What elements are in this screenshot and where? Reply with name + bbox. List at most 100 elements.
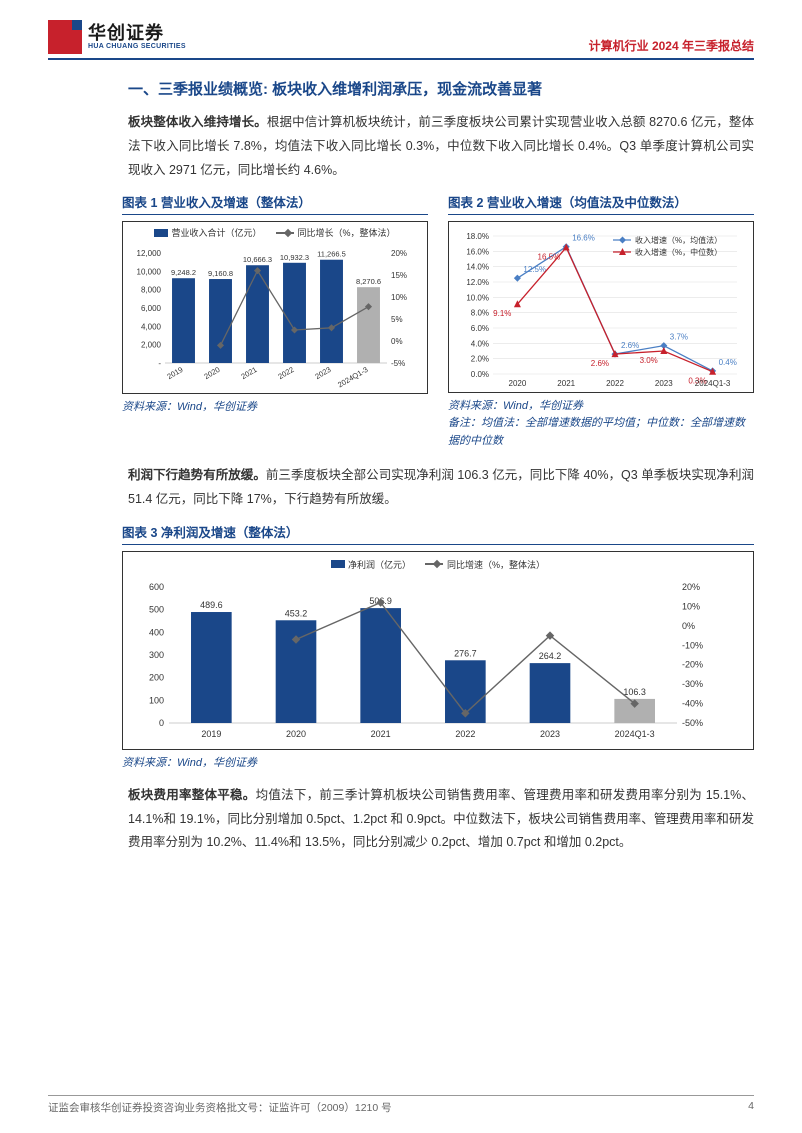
svg-text:12,000: 12,000	[137, 249, 162, 258]
svg-text:2024Q1-3: 2024Q1-3	[695, 379, 731, 388]
svg-text:276.7: 276.7	[454, 648, 477, 658]
logo-cn: 华创证券	[88, 24, 186, 43]
svg-text:4.0%: 4.0%	[471, 340, 489, 349]
fig1-legend-line: 同比增长（%，整体法）	[276, 226, 396, 239]
svg-text:106.3: 106.3	[623, 687, 646, 697]
svg-text:收入增速（%，中位数）: 收入增速（%，中位数）	[635, 247, 722, 257]
svg-text:0%: 0%	[391, 337, 403, 346]
svg-text:12.0%: 12.0%	[466, 278, 489, 287]
svg-text:10,932.3: 10,932.3	[280, 253, 309, 262]
svg-text:2022: 2022	[277, 365, 296, 381]
svg-text:0%: 0%	[682, 621, 695, 631]
svg-text:500: 500	[149, 605, 164, 615]
svg-text:200: 200	[149, 673, 164, 683]
svg-text:16.5%: 16.5%	[538, 253, 561, 262]
svg-text:0.4%: 0.4%	[719, 358, 737, 367]
svg-text:16.0%: 16.0%	[466, 248, 489, 257]
section-title: 一、三季报业绩概览: 板块收入维增利润承压，现金流改善显著	[128, 78, 754, 99]
svg-text:2022: 2022	[606, 379, 624, 388]
svg-text:10%: 10%	[682, 601, 700, 611]
svg-text:11,266.5: 11,266.5	[317, 250, 346, 259]
svg-text:2020: 2020	[509, 379, 527, 388]
svg-text:2020: 2020	[203, 365, 222, 381]
svg-text:-5%: -5%	[391, 359, 405, 368]
page-header: 华创证券 HUA CHUANG SECURITIES 计算机行业 2024 年三…	[48, 20, 754, 60]
para1-lead: 板块整体收入维持增长。	[128, 115, 267, 129]
svg-text:8,000: 8,000	[141, 286, 162, 295]
svg-text:2024Q1-3: 2024Q1-3	[336, 365, 369, 389]
svg-text:5%: 5%	[391, 315, 403, 324]
svg-text:15%: 15%	[391, 271, 407, 280]
paragraph-1: 板块整体收入维持增长。根据中信计算机板块统计，前三季度板块公司累计实现营业收入总…	[128, 111, 754, 182]
svg-text:-: -	[158, 359, 161, 368]
svg-text:2021: 2021	[240, 365, 259, 381]
svg-text:400: 400	[149, 627, 164, 637]
svg-text:4,000: 4,000	[141, 323, 162, 332]
fig1-chart: 营业收入合计（亿元） 同比增长（%，整体法） -2,0004,0006,0008…	[122, 221, 428, 394]
fig1-legend-bar: 营业收入合计（亿元）	[154, 226, 261, 239]
paragraph-3: 板块费用率整体平稳。均值法下，前三季计算机板块公司销售费用率、管理费用率和研发费…	[128, 784, 754, 855]
page-footer: 证监会审核华创证券投资咨询业务资格批文号：证监许可（2009）1210 号 4	[48, 1095, 754, 1115]
svg-text:3.0%: 3.0%	[640, 356, 658, 365]
svg-text:2023: 2023	[314, 365, 333, 381]
fig1-svg: -2,0004,0006,0008,00010,00012,000-5%0%5%…	[127, 241, 417, 391]
svg-text:2021: 2021	[371, 729, 391, 739]
svg-text:2.6%: 2.6%	[621, 341, 639, 350]
svg-text:-30%: -30%	[682, 679, 703, 689]
svg-text:-10%: -10%	[682, 640, 703, 650]
footer-left: 证监会审核华创证券投资咨询业务资格批文号：证监许可（2009）1210 号	[48, 1100, 392, 1115]
paragraph-2: 利润下行趋势有所放缓。前三季度板块全部公司实现净利润 106.3 亿元，同比下降…	[128, 464, 754, 512]
svg-text:100: 100	[149, 695, 164, 705]
svg-text:10.0%: 10.0%	[466, 294, 489, 303]
fig3-source: 资料来源：Wind，华创证券	[122, 754, 754, 770]
svg-text:-50%: -50%	[682, 718, 703, 728]
svg-text:300: 300	[149, 650, 164, 660]
svg-text:2,000: 2,000	[141, 341, 162, 350]
svg-text:2023: 2023	[540, 729, 560, 739]
svg-text:10,666.3: 10,666.3	[243, 255, 272, 264]
svg-text:16.6%: 16.6%	[572, 234, 595, 243]
svg-text:收入增速（%，均值法）: 收入增速（%，均值法）	[635, 235, 722, 245]
figure-2: 图表 2 营业收入增速（均值法及中位数法） 0.0%2.0%4.0%6.0%8.…	[448, 192, 754, 450]
logo-en: HUA CHUANG SECURITIES	[88, 43, 186, 50]
svg-text:2023: 2023	[655, 379, 673, 388]
svg-text:2020: 2020	[286, 729, 306, 739]
svg-text:453.2: 453.2	[285, 608, 308, 618]
fig3-title: 图表 3 净利润及增速（整体法）	[122, 522, 754, 545]
fig3-chart: 净利润（亿元） 同比增速（%，整体法） 0 100 200 300 400 500 600 -…	[122, 551, 754, 750]
fig3-legend-bar: 净利润（亿元）	[331, 558, 411, 571]
svg-text:489.6: 489.6	[200, 600, 223, 610]
svg-text:0: 0	[159, 718, 164, 728]
svg-text:2.6%: 2.6%	[591, 359, 609, 368]
svg-text:-20%: -20%	[682, 660, 703, 670]
svg-text:14.0%: 14.0%	[466, 263, 489, 272]
svg-text:6.0%: 6.0%	[471, 324, 489, 333]
svg-text:2019: 2019	[166, 365, 185, 381]
svg-text:2019: 2019	[201, 729, 221, 739]
para2-lead: 利润下行趋势有所放缓。	[128, 468, 266, 482]
logo: 华创证券 HUA CHUANG SECURITIES	[48, 20, 186, 54]
svg-text:2024Q1-3: 2024Q1-3	[615, 729, 655, 739]
figure-3: 图表 3 净利润及增速（整体法） 净利润（亿元） 同比增速（%，整体法） 0 10…	[122, 522, 754, 770]
svg-text:20%: 20%	[391, 249, 407, 258]
svg-text:9.1%: 9.1%	[493, 309, 511, 318]
svg-text:2021: 2021	[557, 379, 575, 388]
fig3-legend-line: 同比增速（%，整体法）	[425, 558, 545, 571]
svg-text:264.2: 264.2	[539, 651, 562, 661]
svg-text:600: 600	[149, 582, 164, 592]
fig2-source: 资料来源：Wind，华创证券	[448, 397, 754, 413]
figure-1: 图表 1 营业收入及增速（整体法） 营业收入合计（亿元） 同比增长（%，整体法）…	[122, 192, 428, 450]
fig2-chart: 0.0%2.0%4.0%6.0%8.0%10.0%12.0%14.0%16.0%…	[448, 221, 754, 393]
svg-text:8,270.6: 8,270.6	[356, 277, 381, 286]
svg-text:2.0%: 2.0%	[471, 355, 489, 364]
para3-lead: 板块费用率整体平稳。	[128, 788, 256, 802]
fig1-source: 资料来源：Wind，华创证券	[122, 398, 428, 414]
fig3-svg: 0100200300400500600-50%-40%-30%-20%-10%0…	[133, 573, 713, 743]
svg-text:18.0%: 18.0%	[466, 232, 489, 241]
header-subtitle: 计算机行业 2024 年三季报总结	[589, 37, 754, 54]
svg-text:9,160.8: 9,160.8	[208, 269, 233, 278]
svg-text:3.7%: 3.7%	[670, 333, 688, 342]
logo-mark	[48, 20, 82, 54]
svg-text:10%: 10%	[391, 293, 407, 302]
fig2-svg: 0.0%2.0%4.0%6.0%8.0%10.0%12.0%14.0%16.0%…	[453, 226, 743, 390]
